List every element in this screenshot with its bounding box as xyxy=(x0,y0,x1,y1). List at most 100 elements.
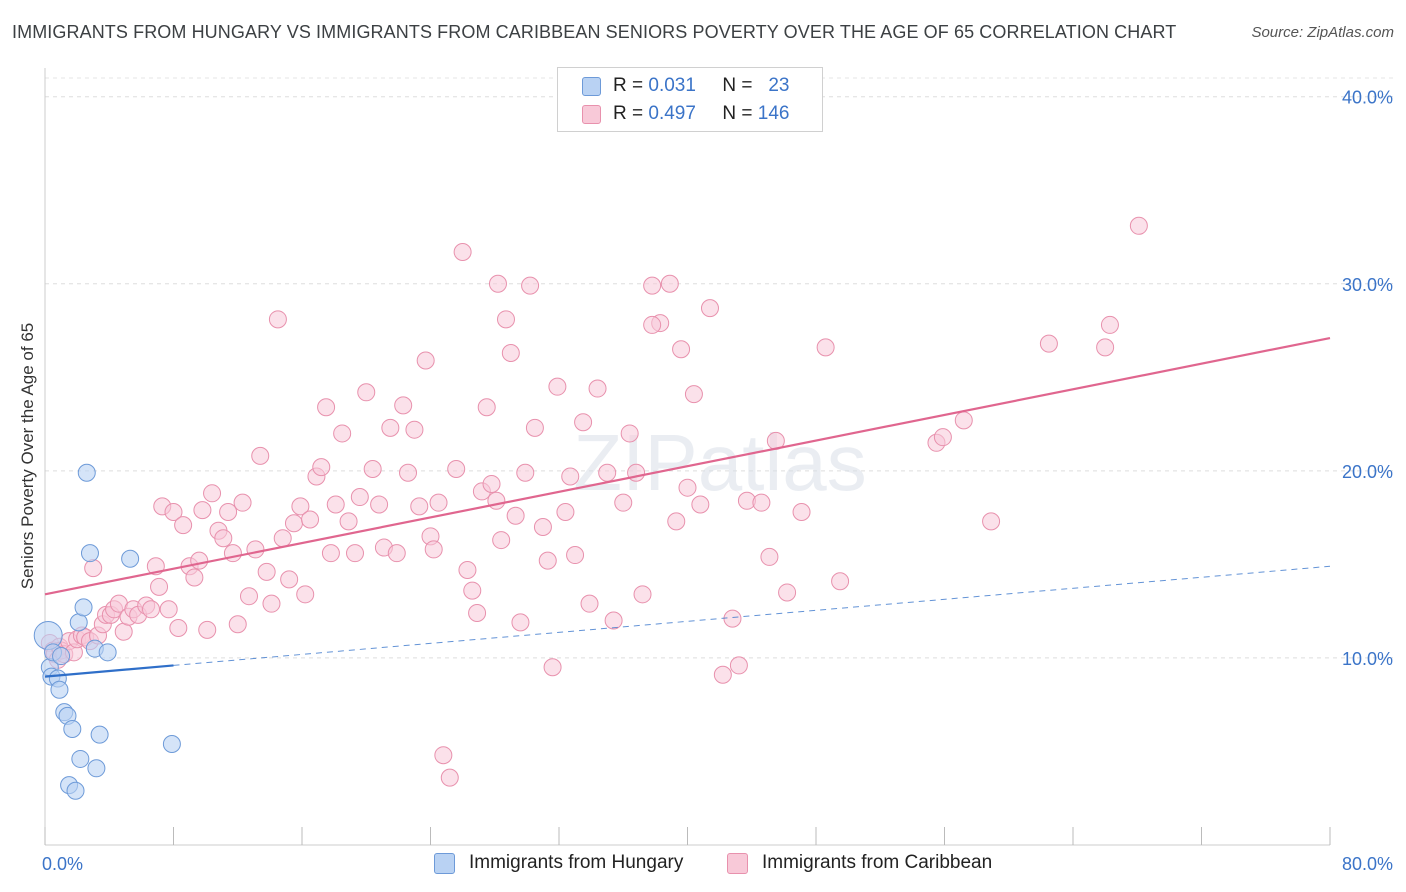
legend-row-caribbean: R = 0.497 N = 146 xyxy=(582,102,789,126)
caribbean-point xyxy=(273,529,292,548)
trend-lines xyxy=(44,336,1331,678)
caribbean-swatch xyxy=(727,852,748,874)
caribbean-point xyxy=(150,577,169,596)
caribbean-point xyxy=(164,503,183,522)
caribbean-point xyxy=(672,340,691,359)
r-value: 0.031 xyxy=(648,75,696,96)
caribbean-point xyxy=(394,396,413,415)
hungary-point xyxy=(90,725,109,744)
y-tick-label: 10.0% xyxy=(1342,649,1393,669)
axes xyxy=(44,68,1331,846)
caribbean-point xyxy=(468,604,487,623)
n-value: 146 xyxy=(757,103,790,124)
hungary-trend-extension xyxy=(173,565,1331,666)
caribbean-point xyxy=(496,310,515,329)
hungary-trend-line xyxy=(44,664,174,678)
caribbean-point xyxy=(185,568,204,587)
caribbean-point xyxy=(684,385,703,404)
hungary-point xyxy=(50,680,69,699)
caribbean-point xyxy=(346,544,365,563)
caribbean-point xyxy=(219,503,238,522)
caribbean-point xyxy=(214,529,233,548)
caribbean-point xyxy=(700,299,719,318)
y-tick-label: 20.0% xyxy=(1342,462,1393,482)
caribbean-point xyxy=(434,746,453,765)
tick-labels: 10.0% 20.0% 30.0% 40.0% 0.0% 80.0% Seniors Pov… xyxy=(18,88,1393,874)
caribbean-point xyxy=(816,338,835,357)
caribbean-point xyxy=(312,458,331,477)
n-label: N = xyxy=(722,103,753,124)
caribbean-point xyxy=(792,503,811,522)
caribbean-point xyxy=(588,379,607,398)
hungary-point xyxy=(162,734,181,753)
caribbean-point xyxy=(598,463,617,482)
caribbean-point xyxy=(333,424,352,443)
caribbean-point xyxy=(193,501,212,520)
correlation-legend: R = 0.031 N = 23 R = 0.497 N = 146 xyxy=(557,67,823,132)
caribbean-point xyxy=(326,495,345,514)
caribbean-point xyxy=(538,551,557,570)
caribbean-point xyxy=(142,600,161,619)
caribbean-point xyxy=(321,544,340,563)
caribbean-point xyxy=(228,615,247,634)
caribbean-point xyxy=(453,242,472,261)
caribbean-point xyxy=(487,491,506,510)
caribbean-point xyxy=(982,512,1001,531)
r-label: R = xyxy=(613,103,644,124)
caribbean-point xyxy=(280,570,299,589)
caribbean-point xyxy=(516,463,535,482)
hungary-point xyxy=(121,549,140,568)
y-axis-label: Seniors Poverty Over the Age of 65 xyxy=(18,323,37,589)
caribbean-point xyxy=(447,459,466,478)
caribbean-point xyxy=(159,600,178,619)
caribbean-point xyxy=(511,613,530,632)
caribbean-point xyxy=(257,562,276,581)
caribbean-point xyxy=(440,768,459,787)
bottom-legend-caribbean: Immigrants from Caribbean xyxy=(727,852,992,874)
gridlines xyxy=(45,77,1395,659)
caribbean-point xyxy=(521,276,540,295)
caribbean-point xyxy=(574,413,593,432)
caribbean-point xyxy=(410,497,429,516)
caribbean-point xyxy=(548,377,567,396)
n-label: N = xyxy=(722,75,753,96)
caribbean-point xyxy=(729,656,748,675)
caribbean-point xyxy=(239,587,258,606)
caribbean-point xyxy=(566,546,585,565)
caribbean-point xyxy=(488,274,507,293)
hungary-point xyxy=(80,544,99,563)
caribbean-point xyxy=(370,495,389,514)
bottom-legend-label: Immigrants from Caribbean xyxy=(762,852,993,873)
caribbean-point xyxy=(463,581,482,600)
caribbean-point xyxy=(296,585,315,604)
hungary-point xyxy=(52,647,71,666)
caribbean-point xyxy=(114,622,133,641)
caribbean-point xyxy=(954,411,973,430)
hungary-swatch xyxy=(582,76,601,96)
caribbean-point xyxy=(643,315,662,334)
caribbean-point xyxy=(561,467,580,486)
caribbean-trend-line xyxy=(44,336,1331,596)
caribbean-point xyxy=(246,540,265,559)
caribbean-point xyxy=(291,497,310,516)
caribbean-point xyxy=(1039,334,1058,353)
caribbean-point xyxy=(198,620,217,639)
caribbean-point xyxy=(580,594,599,613)
caribbean-point xyxy=(387,544,406,563)
watermark: ZIPatlas xyxy=(573,418,866,507)
caribbean-point xyxy=(723,609,742,628)
caribbean-point xyxy=(203,484,222,503)
caribbean-point xyxy=(604,611,623,630)
caribbean-point xyxy=(190,551,209,570)
caribbean-point xyxy=(752,493,771,512)
caribbean-point xyxy=(492,531,511,550)
caribbean-point xyxy=(660,274,679,293)
caribbean-point xyxy=(357,383,376,402)
caribbean-point xyxy=(556,503,575,522)
hungary-swatch xyxy=(434,852,455,874)
caribbean-point xyxy=(477,398,496,417)
hungary-point xyxy=(74,598,93,617)
caribbean-point xyxy=(424,540,443,559)
caribbean-point xyxy=(643,276,662,295)
caribbean-point xyxy=(174,516,193,535)
